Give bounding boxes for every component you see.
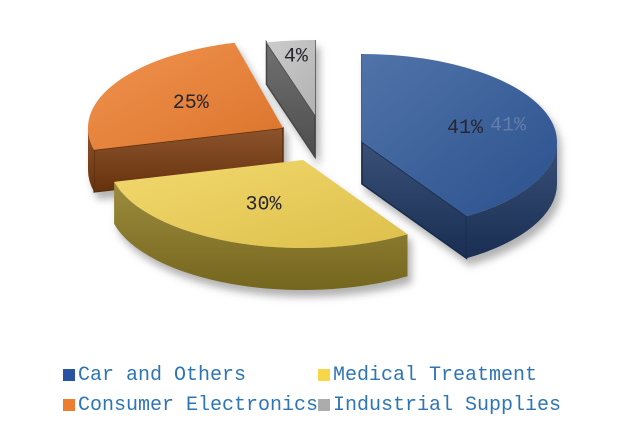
pie-slice-rim-face	[87, 128, 95, 192]
pie-slice-top-face	[362, 54, 558, 217]
legend-item-industrial-supplies[interactable]: Industrial Supplies	[318, 393, 573, 417]
legend-label-consumer-electronics: Consumer Electronics	[78, 393, 319, 417]
slice-data-label-medical-treatment: 30%	[245, 194, 282, 217]
legend-item-consumer-electronics[interactable]: Consumer Electronics	[63, 393, 319, 417]
slice-data-label-industrial-supplies: 4%	[284, 46, 309, 69]
legend-label-medical-treatment: Medical Treatment	[333, 363, 538, 387]
legend-marker-car-and-others-icon	[63, 369, 75, 381]
legend-item-medical-treatment[interactable]: Medical Treatment	[318, 363, 573, 387]
pie-slice-rim-face	[114, 181, 408, 291]
legend-marker-industrial-supplies-icon	[318, 399, 330, 411]
legend-label-industrial-supplies: Industrial Supplies	[333, 393, 562, 417]
chart-legend: Car and Others Medical Treatment Consume…	[63, 363, 583, 417]
slice-data-label-consumer-electronics: 25%	[173, 92, 210, 115]
pie-slice-consumer-electronics[interactable]	[87, 42, 284, 193]
legend-label-car-and-others: Car and Others	[78, 363, 247, 387]
legend-marker-medical-treatment-icon	[318, 369, 330, 381]
legend-marker-consumer-electronics-icon	[63, 399, 75, 411]
pie-slice-top-face	[114, 160, 408, 249]
pie-slice-top-face	[266, 40, 315, 115]
pie-slice-rim-face	[466, 142, 557, 259]
legend-item-car-and-others[interactable]: Car and Others	[63, 363, 318, 387]
pie-slice-car-and-others[interactable]	[361, 54, 558, 260]
pie-slice-industrial-supplies[interactable]	[265, 39, 316, 160]
pie-slice-top-face	[87, 42, 283, 150]
slice-data-label-car-and-others: 41%	[447, 117, 484, 140]
pie-slice-medical-treatment[interactable]	[114, 160, 408, 291]
slice-data-label-ghost: 41%	[490, 115, 527, 138]
pie-chart-svg: 41% 30% 25% 4% 41%	[87, 39, 558, 291]
